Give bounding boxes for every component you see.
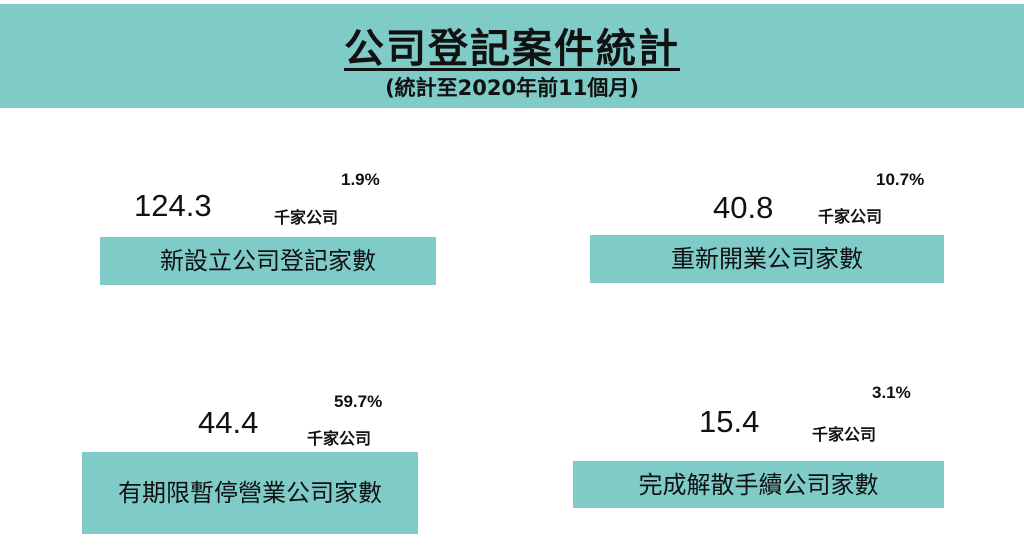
stat-percent: 59.7% [334,392,383,411]
stat-unit: 千家公司 [812,425,877,444]
stat-percent: 1.9% [341,170,380,189]
stat-value: 124.3 [134,188,212,223]
stat-percent: 10.7% [876,170,925,189]
stat-percent: 3.1% [872,383,911,402]
page-subtitle: (統計至2020年前11個月) [385,76,639,100]
stat-value: 40.8 [713,190,774,225]
stat-value: 44.4 [198,405,259,440]
stat-label: 新設立公司登記家數 [100,237,436,285]
stat-label: 完成解散手續公司家數 [573,461,944,508]
stat-value: 15.4 [699,404,760,439]
stat-unit: 千家公司 [307,429,372,448]
stat-label: 重新開業公司家數 [590,235,944,283]
stat-unit: 千家公司 [274,208,339,227]
page-title: 公司登記案件統計 [344,26,680,72]
stat-label: 有期限暫停營業公司家數 [82,452,418,534]
title-banner: 公司登記案件統計 (統計至2020年前11個月) [0,4,1024,108]
stat-unit: 千家公司 [818,207,883,226]
